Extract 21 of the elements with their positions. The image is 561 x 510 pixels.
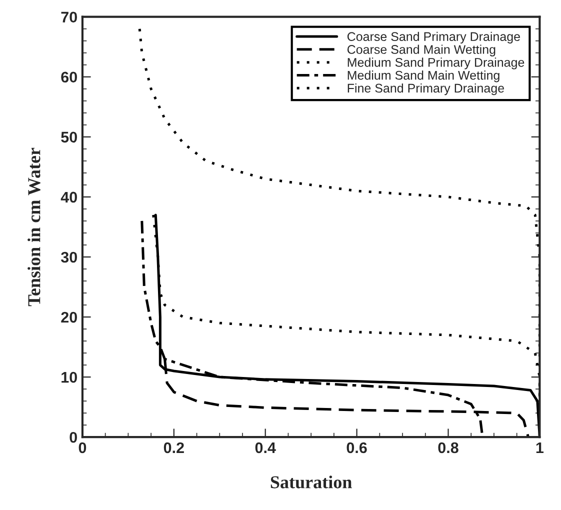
y-tick-label: 50 <box>61 132 77 143</box>
x-tick-label: 0 <box>78 442 86 454</box>
x-tick-label: 0.2 <box>164 442 184 454</box>
x-tick-label: 0.8 <box>438 442 458 454</box>
y-axis-title: Tension in cm Water <box>28 148 40 306</box>
x-tick-label: 1 <box>536 442 544 454</box>
legend-label: Fine Sand Primary Drainage <box>348 83 504 96</box>
legend-label: Medium Sand Main Wetting <box>348 70 500 82</box>
legend-label: Medium Sand Primary Drainage <box>348 58 524 70</box>
x-tick-label: 0.6 <box>346 442 367 454</box>
y-tick-label: 40 <box>60 192 77 203</box>
y-tick-label: 30 <box>60 252 77 263</box>
legend-label: Coarse Sand Primary Drainage <box>347 32 520 44</box>
y-tick-label: 10 <box>62 372 77 383</box>
x-axis-title: Saturation <box>270 476 352 488</box>
y-tick-label: 60 <box>61 72 77 83</box>
x-tick-label: 0.4 <box>255 442 276 454</box>
legend-label: Coarse Sand Main Wetting <box>347 44 496 56</box>
y-tick-label: 0 <box>70 432 77 443</box>
y-tick-label: 20 <box>61 312 77 323</box>
y-tick-label: 70 <box>61 12 77 23</box>
